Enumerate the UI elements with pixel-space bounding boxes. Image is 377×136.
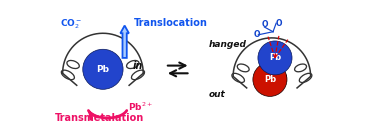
Text: Translocation: Translocation [134, 18, 208, 28]
Text: N: N [255, 75, 262, 84]
Text: N: N [262, 83, 268, 92]
Text: Pb$^{2+}$: Pb$^{2+}$ [129, 101, 153, 113]
Text: in: in [132, 61, 143, 71]
Text: Pb: Pb [269, 53, 281, 62]
Circle shape [253, 63, 287, 96]
Text: N: N [107, 78, 113, 87]
Text: N: N [92, 78, 99, 87]
Text: N: N [258, 61, 264, 70]
Text: N: N [276, 83, 282, 92]
Text: Pb: Pb [264, 75, 276, 84]
Text: out: out [208, 90, 225, 99]
Text: N: N [112, 66, 118, 75]
Text: Transmetalation: Transmetalation [55, 113, 144, 123]
Text: hanged: hanged [208, 40, 246, 49]
Text: CO$_2^-$: CO$_2^-$ [60, 17, 82, 31]
Text: N: N [279, 61, 286, 70]
Text: N: N [280, 75, 287, 84]
Text: O: O [253, 30, 260, 39]
Circle shape [83, 49, 123, 89]
Circle shape [258, 41, 292, 75]
Text: Pb: Pb [97, 65, 109, 74]
Text: O: O [261, 20, 268, 29]
Text: N: N [87, 66, 94, 75]
Text: O: O [275, 19, 282, 28]
FancyArrow shape [120, 26, 129, 58]
